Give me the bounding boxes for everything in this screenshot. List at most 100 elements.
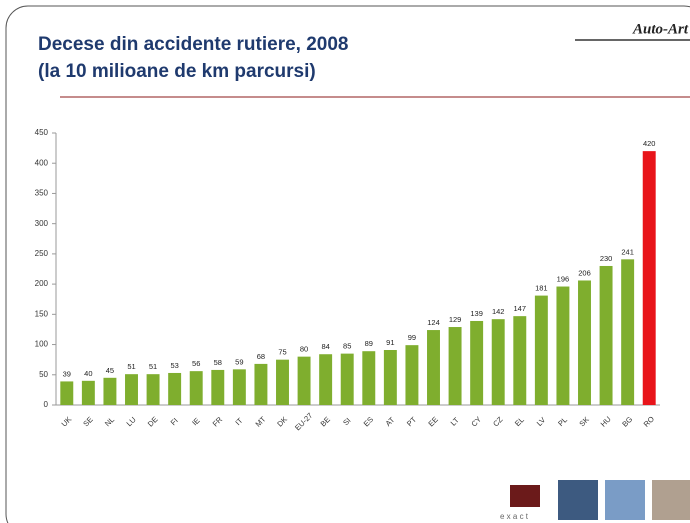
value-label: 181 — [535, 284, 548, 293]
x-tick-label: BG — [620, 415, 634, 429]
value-label: 241 — [621, 247, 634, 256]
logo: Auto-Art — [632, 21, 689, 37]
bar — [60, 381, 73, 405]
slide: Decese din accidente rutiere, 2008 (la 1… — [0, 0, 690, 523]
x-tick-label: DK — [275, 415, 289, 429]
x-tick-label: LV — [535, 415, 547, 427]
bar — [492, 319, 505, 405]
value-label: 230 — [600, 254, 613, 263]
footer-text: e x a c t — [500, 512, 529, 521]
value-label: 59 — [235, 357, 243, 366]
x-tick-label: NL — [103, 415, 116, 428]
value-label: 420 — [643, 139, 656, 148]
value-label: 40 — [84, 369, 92, 378]
value-label: 139 — [470, 309, 483, 318]
x-tick-label: EU-27 — [293, 411, 314, 432]
bar — [211, 370, 224, 405]
x-tick-label: BE — [319, 415, 332, 428]
x-tick-label: ES — [362, 415, 375, 428]
bar — [427, 330, 440, 405]
bar — [190, 371, 203, 405]
x-tick-label: SI — [341, 416, 352, 427]
x-tick-label: CZ — [491, 415, 505, 429]
value-label: 84 — [321, 342, 329, 351]
value-label: 39 — [63, 369, 71, 378]
x-tick-label: DE — [146, 415, 160, 429]
y-tick-label: 0 — [44, 400, 49, 409]
y-tick-label: 400 — [35, 158, 49, 167]
photo — [558, 480, 598, 520]
bar — [233, 369, 246, 405]
slide-border — [6, 6, 690, 523]
y-tick-label: 50 — [39, 370, 48, 379]
bar — [535, 296, 548, 405]
value-label: 80 — [300, 345, 308, 354]
x-tick-label: FI — [169, 416, 180, 427]
bar — [643, 151, 656, 405]
chart-subtitle: (la 10 milioane de km parcursi) — [38, 61, 316, 82]
bar — [513, 316, 526, 405]
bar — [168, 373, 181, 405]
value-label: 45 — [106, 366, 114, 375]
x-tick-label: UK — [60, 415, 74, 429]
value-label: 53 — [170, 361, 178, 370]
value-label: 99 — [408, 333, 416, 342]
x-tick-label: PT — [405, 415, 418, 428]
value-label: 51 — [127, 362, 135, 371]
y-tick-label: 350 — [35, 189, 49, 198]
x-tick-label: IT — [233, 416, 244, 427]
chart: Decese din accidente rutiere, 2008 (la 1… — [0, 0, 690, 523]
value-label: 124 — [427, 318, 440, 327]
bar — [621, 259, 634, 405]
bar — [556, 287, 569, 405]
x-tick-label: HU — [599, 415, 613, 429]
y-tick-label: 150 — [35, 309, 49, 318]
bar — [319, 354, 332, 405]
value-label: 75 — [278, 348, 286, 357]
bar — [384, 350, 397, 405]
x-tick-label: SK — [577, 415, 590, 428]
y-tick-label: 300 — [35, 219, 49, 228]
x-tick-label: FR — [211, 415, 225, 429]
photo — [605, 480, 645, 520]
y-tick-label: 450 — [35, 128, 49, 137]
bar — [276, 360, 289, 405]
y-tick-label: 100 — [35, 340, 49, 349]
y-tick-label: 250 — [35, 249, 49, 258]
bar — [341, 354, 354, 405]
bar — [405, 345, 418, 405]
photo — [652, 480, 690, 520]
bar — [449, 327, 462, 405]
value-label: 147 — [514, 304, 527, 313]
value-label: 56 — [192, 359, 200, 368]
value-label: 89 — [365, 339, 373, 348]
x-tick-label: CY — [469, 415, 483, 429]
icon — [510, 485, 540, 507]
x-tick-label: AT — [384, 415, 397, 428]
bar — [600, 266, 613, 405]
x-tick-label: LT — [449, 415, 461, 427]
value-label: 51 — [149, 362, 157, 371]
value-label: 142 — [492, 307, 505, 316]
bar — [470, 321, 483, 405]
y-tick-label: 200 — [35, 279, 49, 288]
value-label: 129 — [449, 315, 462, 324]
x-tick-label: RO — [642, 414, 656, 428]
x-tick-label: IE — [190, 416, 201, 427]
value-label: 91 — [386, 338, 394, 347]
x-tick-label: PL — [556, 415, 569, 428]
x-tick-label: SE — [81, 415, 94, 428]
value-label: 58 — [214, 358, 222, 367]
bar — [82, 381, 95, 405]
value-label: 196 — [557, 275, 570, 284]
x-tick-label: LU — [125, 415, 138, 428]
x-tick-label: EL — [513, 415, 526, 428]
value-label: 85 — [343, 342, 351, 351]
x-tick-label: EE — [426, 415, 439, 428]
bar — [298, 357, 311, 405]
bar — [254, 364, 267, 405]
bar — [362, 351, 375, 405]
bar — [147, 374, 160, 405]
value-label: 68 — [257, 352, 265, 361]
value-label: 206 — [578, 268, 591, 277]
